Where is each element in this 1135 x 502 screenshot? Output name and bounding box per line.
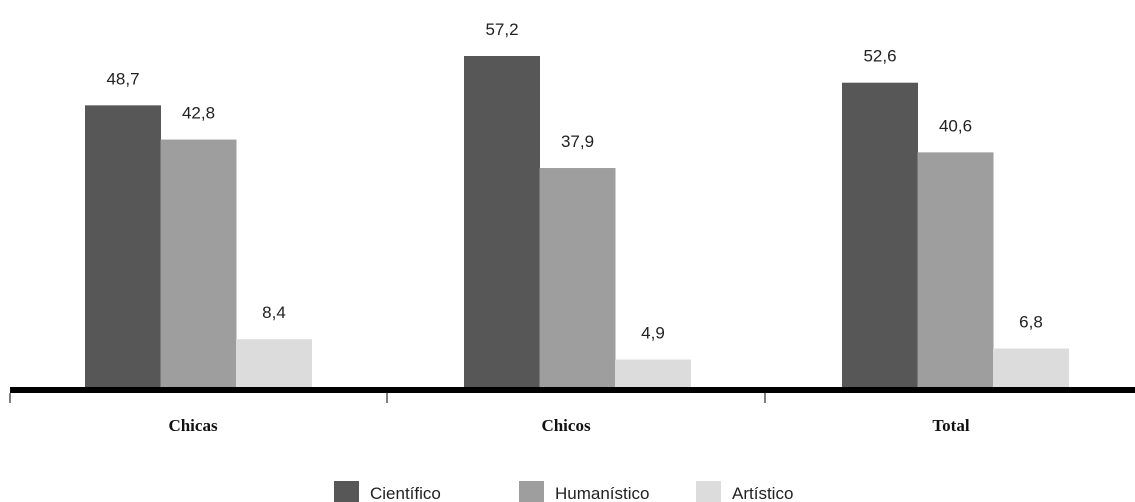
value-label-chicos-humanistico: 37,9 <box>561 132 594 151</box>
value-label-chicos-cientifico: 57,2 <box>485 20 518 39</box>
legend-label-artistico: Artístico <box>732 484 793 502</box>
value-label-chicas-artistico: 8,4 <box>262 303 286 322</box>
category-labels-layer: Chicas Chicos Total <box>168 416 969 435</box>
legend-swatch-cientifico <box>334 481 359 502</box>
value-label-chicos-artistico: 4,9 <box>641 324 665 343</box>
bar-chicos-artistico <box>615 359 691 388</box>
bar-chicos-cientifico <box>464 56 540 388</box>
value-label-chicas-humanistico: 42,8 <box>182 104 215 123</box>
bar-chicos-humanistico <box>539 168 616 388</box>
bar-chicas-humanistico <box>160 139 237 388</box>
value-labels-layer: 48,7 42,8 8,4 57,2 37,9 4,9 52,6 40,6 6,8 <box>106 20 1042 343</box>
bar-total-artistico <box>993 348 1069 388</box>
bar-chicas-artistico <box>236 339 312 388</box>
bar-total-humanistico <box>917 152 994 388</box>
bars-layer <box>85 56 1069 388</box>
bar-chicas-cientifico <box>85 105 161 388</box>
bar-total-cientifico <box>842 82 918 388</box>
x-axis-line <box>10 387 1135 393</box>
legend-swatch-humanistico <box>519 481 544 502</box>
legend: Científico Humanístico Artístico <box>334 481 793 502</box>
x-axis <box>9 387 1135 403</box>
legend-label-humanistico: Humanístico <box>555 484 649 502</box>
legend-label-cientifico: Científico <box>370 484 441 502</box>
category-label-total: Total <box>932 416 969 435</box>
value-label-chicas-cientifico: 48,7 <box>106 69 139 88</box>
category-label-chicas: Chicas <box>168 416 218 435</box>
category-label-chicos: Chicos <box>541 416 591 435</box>
value-label-total-artistico: 6,8 <box>1019 313 1043 332</box>
legend-swatch-artistico <box>696 481 721 502</box>
value-label-total-cientifico: 52,6 <box>863 47 896 66</box>
value-label-total-humanistico: 40,6 <box>939 116 972 135</box>
